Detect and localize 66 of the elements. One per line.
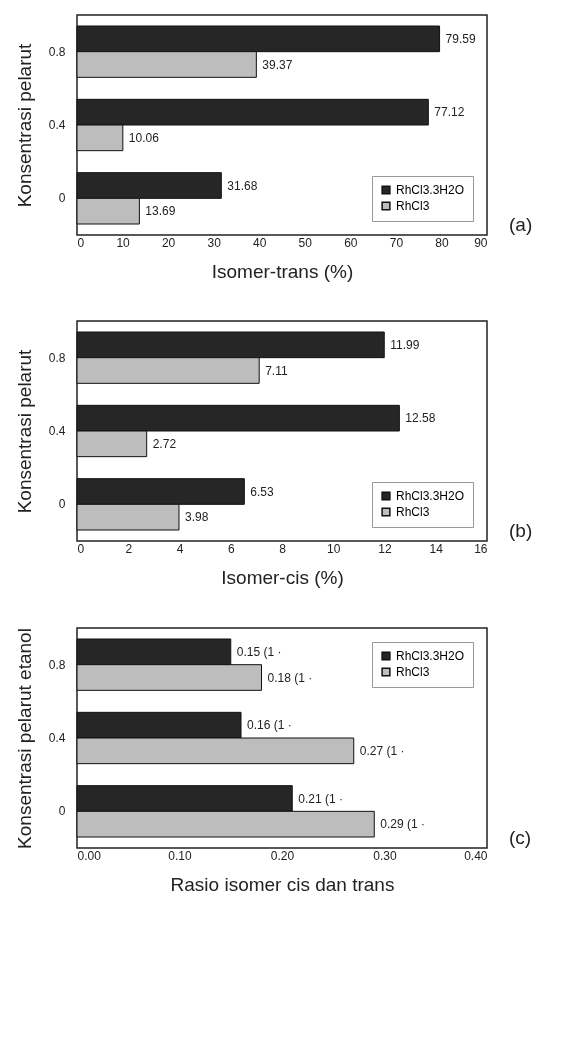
x-tick-label: 60 <box>344 235 358 250</box>
x-tick-label: 10 <box>116 235 131 250</box>
data-label: 10.06 <box>128 130 160 145</box>
data-label: 0.21 (1 · <box>298 791 343 806</box>
y-tick-label: 0 <box>58 804 66 819</box>
x-tick-label: 8 <box>279 541 287 556</box>
x-tick-label: 2 <box>125 541 133 556</box>
x-tick-label: 4 <box>176 541 184 556</box>
x-tick-label: 16 <box>474 541 488 556</box>
x-tick-label: 90 <box>474 235 488 250</box>
x-tick-label: 80 <box>435 235 449 250</box>
legend-label: RhCl3.3H2O <box>396 183 465 197</box>
legend-label: RhCl3.3H2O <box>396 489 465 503</box>
x-tick-label: 0.20 <box>270 848 295 863</box>
data-label: 77.12 <box>434 105 465 120</box>
data-label: 13.69 <box>145 204 176 219</box>
x-tick-label: 0 <box>77 235 85 250</box>
y-tick-label: 0.8 <box>48 44 66 59</box>
legend-label: RhCl3 <box>396 665 430 679</box>
legend-label: RhCl3 <box>396 199 430 213</box>
y-axis-title: Konsentrasi pelarut <box>13 348 35 514</box>
legend-label: RhCl3 <box>396 505 430 519</box>
data-label: 11.99 <box>390 337 420 352</box>
data-label: 12.58 <box>405 411 436 426</box>
data-label: 0.18 (1 · <box>267 670 313 685</box>
data-label: 39.37 <box>262 57 293 72</box>
x-tick-label: 0 <box>77 541 85 556</box>
y-tick-label: 0 <box>58 497 66 512</box>
data-label: 0.16 (1 · <box>247 718 292 733</box>
x-tick-label: 12 <box>378 541 392 556</box>
x-axis-title: Rasio isomer cis dan trans <box>170 873 395 895</box>
data-label: 79.59 <box>445 31 476 46</box>
data-label: 0.27 (1 · <box>359 743 405 758</box>
x-tick-label: 6 <box>227 541 235 556</box>
x-tick-label: 0.40 <box>464 848 488 863</box>
data-label: 0.29 (1 · <box>380 817 425 832</box>
y-tick-label: 0.4 <box>48 731 66 745</box>
y-tick-label: 0.4 <box>48 424 66 438</box>
x-tick-label: 40 <box>253 235 267 250</box>
y-axis-title: Konsentrasi pelarut <box>13 42 35 208</box>
x-tick-label: 10 <box>327 541 341 556</box>
x-tick-label: 14 <box>429 541 444 556</box>
y-axis-title: Konsentrasi pelarut etanol <box>13 628 35 849</box>
data-label: 7.11 <box>265 363 288 378</box>
x-tick-label: 50 <box>298 235 313 250</box>
x-tick-label: 0.10 <box>168 848 192 863</box>
x-tick-label: 0.30 <box>373 848 397 863</box>
data-label: 6.53 <box>250 484 275 499</box>
data-label: 2.72 <box>152 436 177 451</box>
x-tick-label: 70 <box>389 235 404 250</box>
y-tick-label: 0.4 <box>48 118 66 132</box>
text: (c) <box>509 827 532 848</box>
text: (b) <box>509 520 533 541</box>
legend-label: RhCl3.3H2O <box>396 649 465 663</box>
x-axis-title: Isomer-trans (%) <box>211 260 354 282</box>
x-axis-title: Isomer-cis (%) <box>221 566 344 588</box>
y-tick-label: 0.8 <box>48 350 66 365</box>
data-label: 31.68 <box>227 178 258 193</box>
x-tick-label: 30 <box>207 235 222 250</box>
x-tick-label: 20 <box>161 235 176 250</box>
data-label: 3.98 <box>184 510 209 525</box>
x-tick-label: 0.00 <box>77 848 102 863</box>
y-tick-label: 0 <box>58 191 66 206</box>
text: (a) <box>509 214 533 235</box>
data-label: 0.15 (1 · <box>236 644 282 659</box>
y-tick-label: 0.8 <box>48 657 66 672</box>
